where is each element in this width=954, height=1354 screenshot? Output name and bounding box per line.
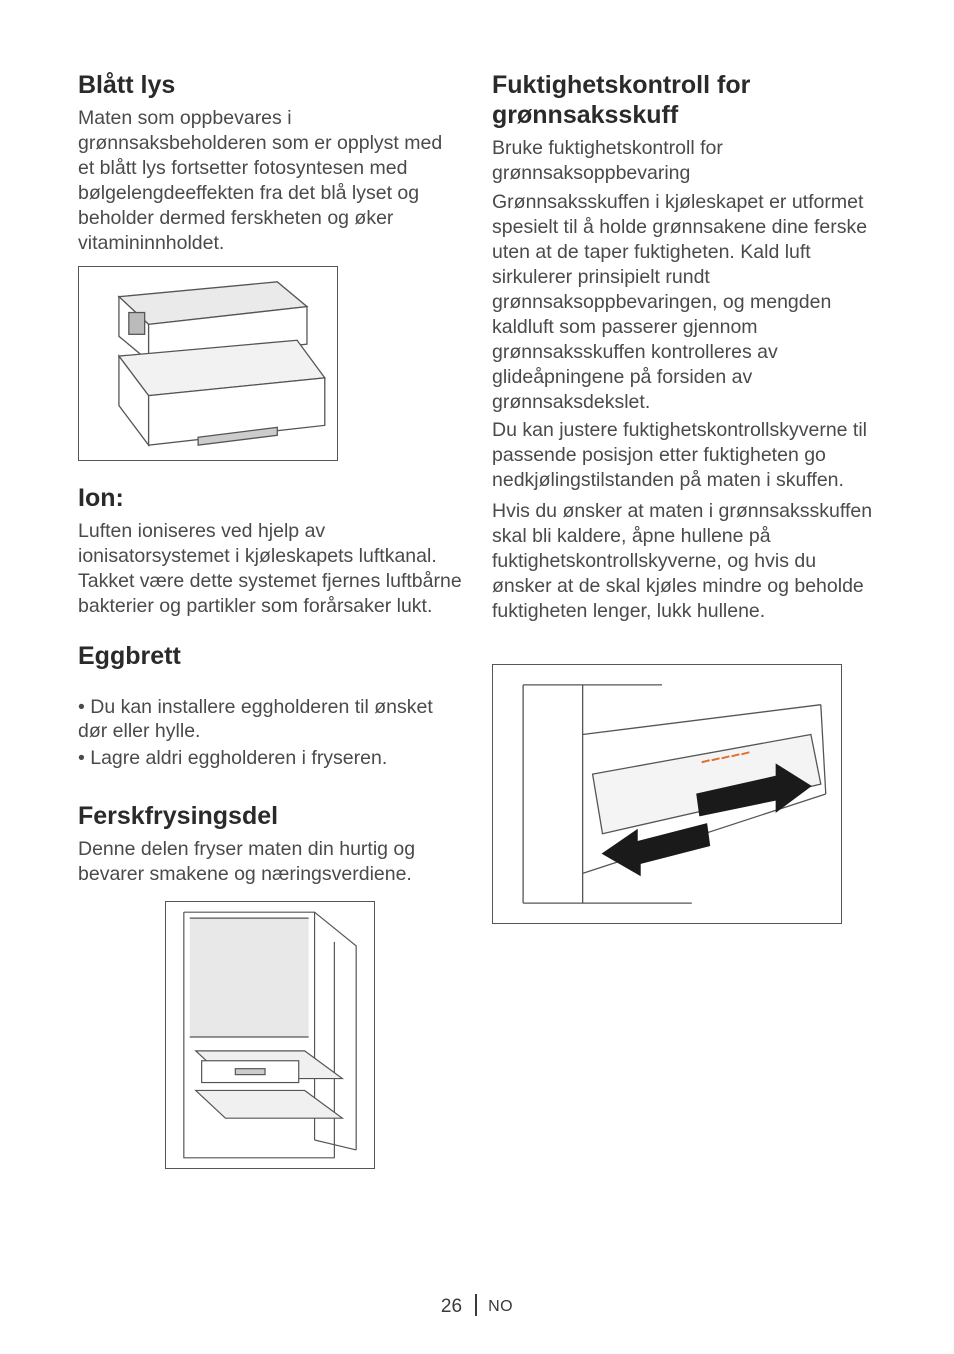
paragraph-blue-light: Maten som oppbevares i grønnsaksbeholder… — [78, 106, 462, 256]
paragraph-ion: Luften ioniseres ved hjelp av ionisators… — [78, 519, 462, 619]
heading-ion: Ion: — [78, 483, 462, 513]
heading-blue-light: Blått lys — [78, 70, 462, 100]
page-language: NO — [488, 1298, 513, 1316]
section-egg-tray: Eggbrett • Du kan installere eggholderen… — [78, 641, 462, 772]
page-number: 26 — [441, 1296, 462, 1318]
page: Blått lys Maten som oppbevares i grønnsa… — [0, 0, 954, 1354]
bullet-2: • Lagre aldri eggholderen i fryseren. — [78, 746, 462, 771]
figure-blue-light-drawer — [78, 266, 338, 461]
bullet-1: • Du kan installere eggholderen til ønsk… — [78, 695, 462, 745]
paragraph-humidity-holes: Hvis du ønsker at maten i grønnsaksskuff… — [492, 499, 876, 624]
page-footer: 26 NO — [0, 1294, 954, 1318]
figure-fresh-freeze — [165, 901, 375, 1169]
section-fresh-freeze: Ferskfrysingsdel Denne delen fryser mate… — [78, 801, 462, 1169]
figure-humidity-control — [492, 664, 842, 924]
section-blue-light: Blått lys Maten som oppbevares i grønnsa… — [78, 70, 462, 461]
section-ion: Ion: Luften ioniseres ved hjelp av ionis… — [78, 483, 462, 619]
left-column: Blått lys Maten som oppbevares i grønnsa… — [78, 70, 462, 1191]
right-column: Fuktighetskontroll for grønnsaksskuff Br… — [492, 70, 876, 1191]
two-column-layout: Blått lys Maten som oppbevares i grønnsa… — [78, 70, 876, 1191]
paragraph-humidity-intro: Bruke fuktighetskontroll for grønnsaksop… — [492, 136, 876, 186]
heading-egg-tray: Eggbrett — [78, 641, 462, 671]
section-humidity: Fuktighetskontroll for grønnsaksskuff Br… — [492, 70, 876, 624]
footer-divider — [475, 1294, 477, 1316]
heading-humidity: Fuktighetskontroll for grønnsaksskuff — [492, 70, 876, 130]
paragraph-fresh-freeze: Denne delen fryser maten din hurtig og b… — [78, 837, 462, 887]
heading-fresh-freeze: Ferskfrysingsdel — [78, 801, 462, 831]
paragraph-humidity-adjust: Du kan justere fuktighetskontrollskyvern… — [492, 418, 876, 493]
egg-tray-bullets: • Du kan installere eggholderen til ønsk… — [78, 695, 462, 772]
paragraph-humidity-desc: Grønnsaksskuffen i kjøleskapet er utform… — [492, 190, 876, 415]
